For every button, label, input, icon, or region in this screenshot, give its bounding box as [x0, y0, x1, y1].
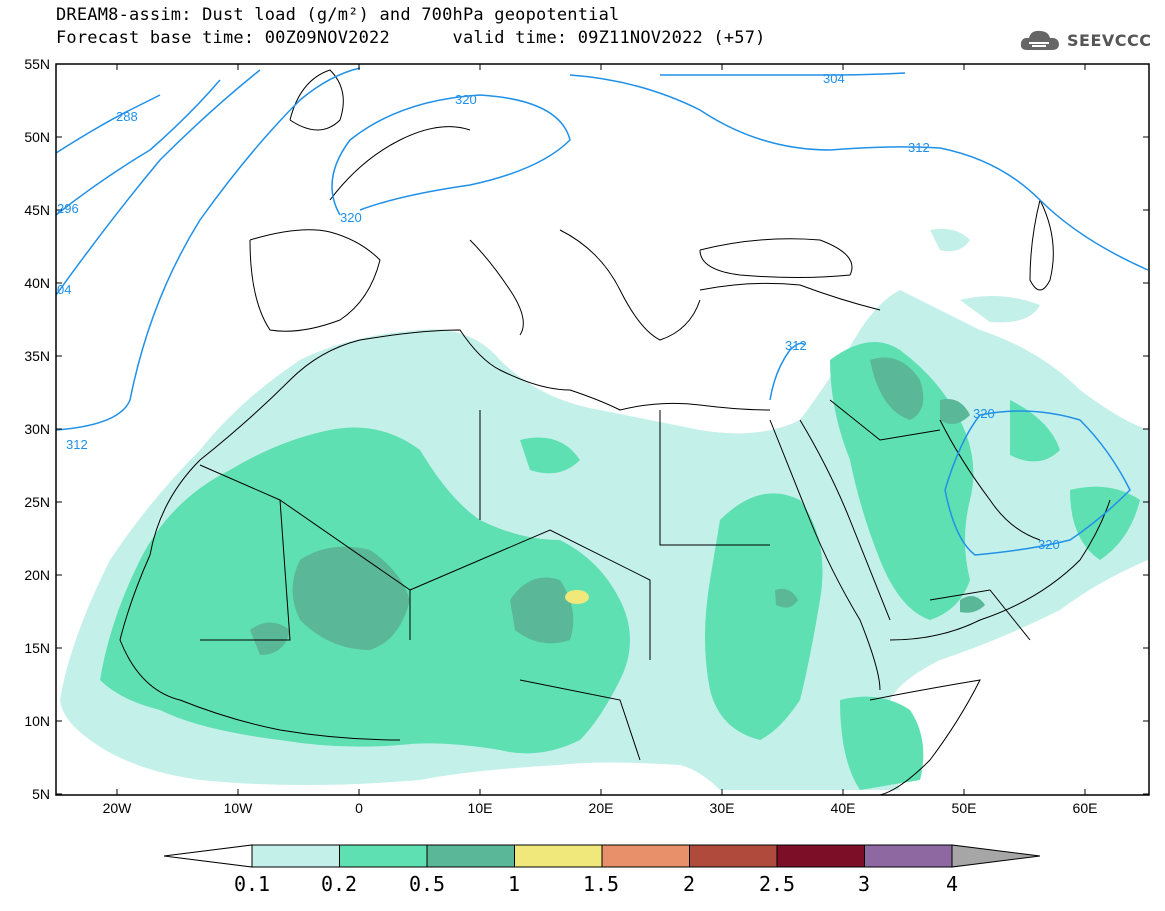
- contour-label: 304: [823, 71, 845, 86]
- coastlines: [119, 69, 1111, 795]
- contour-label: 312: [908, 140, 930, 155]
- contour-label: 320: [1038, 537, 1060, 552]
- lat-label: 35N: [24, 348, 50, 364]
- contour-label: 320: [455, 92, 477, 107]
- contour-312-east: [569, 74, 1149, 271]
- colorbar-high-arrow: [951, 844, 1041, 868]
- lon-label: 20E: [589, 800, 614, 816]
- tick-marks: [56, 63, 1149, 795]
- colorbar-low-arrow: [163, 844, 253, 868]
- forecast-base-time: Forecast base time: 00Z09NOV2022: [56, 28, 390, 48]
- contour-288: [56, 94, 161, 154]
- contour-label: 04: [57, 282, 71, 297]
- lon-label: 20W: [103, 800, 133, 816]
- lat-label: 5N: [32, 786, 50, 802]
- contour-label: 288: [116, 109, 138, 124]
- contour-304-east: [660, 72, 906, 76]
- lon-label: 0: [355, 800, 363, 816]
- dust-dark-area: [250, 357, 985, 655]
- colorbar-label: 1: [507, 872, 521, 896]
- lon-label: 10W: [224, 800, 254, 816]
- contour-label: 296: [57, 201, 79, 216]
- colorbar-label: 0.5: [408, 872, 446, 896]
- map-title: DREAM8-assim: Dust load (g/m²) and 700hP…: [56, 5, 620, 25]
- contour-312-west: [56, 67, 361, 431]
- colorbar-label: 4: [945, 872, 959, 896]
- colorbar: [163, 844, 1041, 868]
- colorbar-segment: [776, 844, 865, 868]
- contour-label: 312: [785, 338, 807, 353]
- lon-label: 30E: [710, 800, 735, 816]
- colorbar-label: 3: [857, 872, 871, 896]
- lat-label: 40N: [24, 275, 50, 291]
- cloud-icon: [1020, 30, 1059, 50]
- lon-label: 50E: [952, 800, 977, 816]
- valid-time: valid time: 09Z11NOV2022 (+57): [452, 28, 766, 48]
- contour-label: 320: [340, 210, 362, 225]
- colorbar-segment: [426, 844, 515, 868]
- lat-label: 45N: [24, 202, 50, 218]
- lat-label: 30N: [24, 421, 50, 437]
- lon-label: 10E: [468, 800, 493, 816]
- lat-label: 25N: [24, 494, 50, 510]
- colorbar-segment: [251, 844, 340, 868]
- dust-peak-area: [565, 590, 589, 604]
- colorbar-label: 0.2: [320, 872, 358, 896]
- contour-320-europe: [331, 94, 571, 216]
- lon-label: 60E: [1073, 800, 1098, 816]
- contour-label: 312: [66, 437, 88, 452]
- lon-label: 40E: [831, 800, 856, 816]
- colorbar-label: 0.1: [233, 872, 271, 896]
- logo-text: SEEVCCC: [1067, 30, 1152, 50]
- colorbar-segment: [864, 844, 953, 868]
- contour-320-arabia: [944, 410, 1131, 556]
- contour-312-levant: [769, 342, 806, 401]
- contour-label: 320: [973, 406, 995, 421]
- colorbar-segment: [514, 844, 603, 868]
- colorbar-label: 2: [682, 872, 696, 896]
- colorbar-segment: [601, 844, 690, 868]
- map-subtitle: Forecast base time: 00Z09NOV2022 valid t…: [56, 28, 766, 48]
- lat-label: 15N: [24, 640, 50, 656]
- geopotential-contours: [56, 67, 1149, 556]
- lat-label: 50N: [24, 129, 50, 145]
- colorbar-segment: [689, 844, 778, 868]
- colorbar-label: 2.5: [758, 872, 796, 896]
- contour-304-west: [56, 69, 261, 296]
- contour-296: [56, 79, 221, 216]
- lat-label: 20N: [24, 567, 50, 583]
- colorbar-label: 1.5: [582, 872, 620, 896]
- colorbar-segment: [339, 844, 428, 868]
- seevccc-logo: SEEVCCC: [1019, 28, 1152, 52]
- lat-label: 55N: [24, 56, 50, 72]
- lat-label: 10N: [24, 713, 50, 729]
